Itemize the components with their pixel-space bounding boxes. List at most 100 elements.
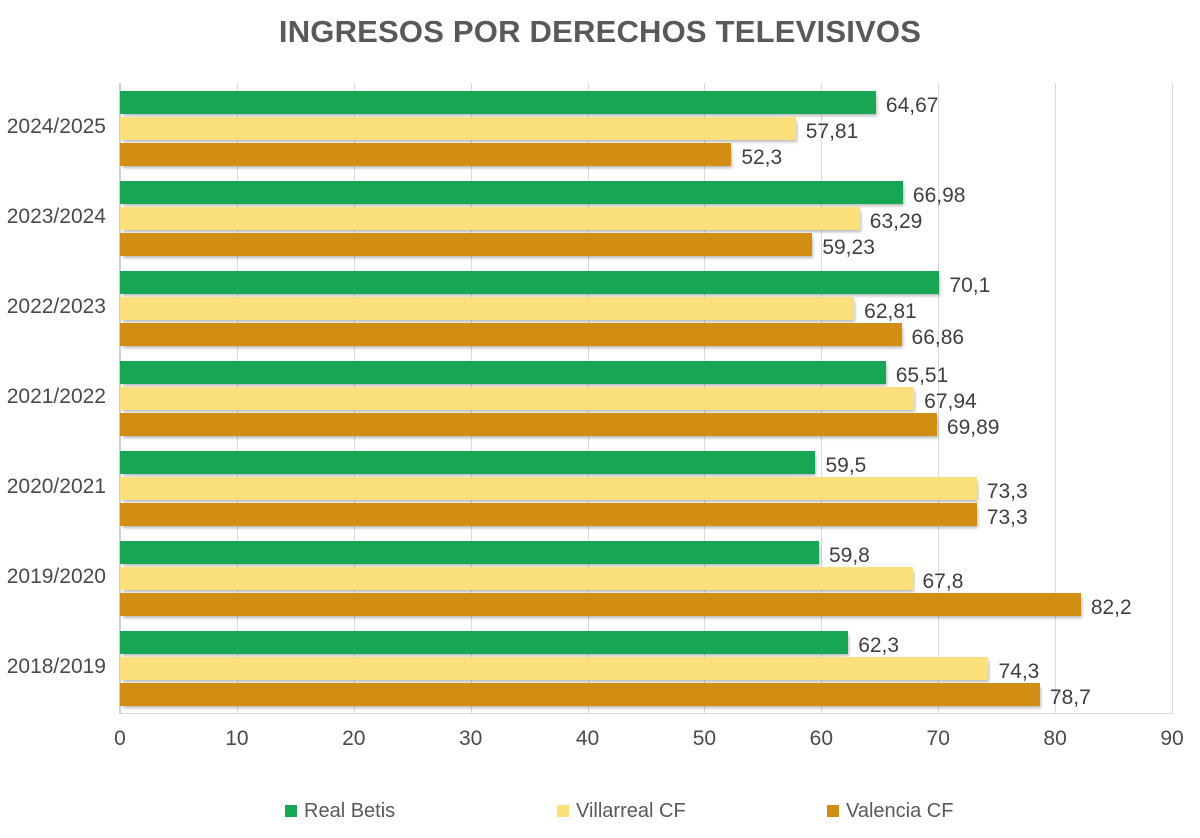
bar[interactable] <box>120 142 732 166</box>
bar-group: 70,1 62,81 66,86 <box>120 263 1172 353</box>
x-axis-line <box>120 713 1173 714</box>
legend-swatch-icon <box>285 805 297 817</box>
bar[interactable] <box>120 270 940 294</box>
bar-value-label: 52,3 <box>741 145 783 169</box>
bar-value-label: 62,81 <box>864 299 917 323</box>
gridline <box>1172 83 1173 713</box>
bar-value-label: 82,2 <box>1090 595 1132 619</box>
bar[interactable] <box>120 540 819 564</box>
bar-row: 57,81 <box>120 116 1172 143</box>
bar-value-label: 67,94 <box>924 389 977 413</box>
bar-row: 67,94 <box>120 386 1172 413</box>
x-tick-label: 50 <box>692 727 717 750</box>
bar-value-label: 73,3 <box>986 479 1028 503</box>
bar-value-label: 74,3 <box>998 659 1040 683</box>
bar-group: 59,5 73,3 73,3 <box>120 443 1172 533</box>
legend-label: Villarreal CF <box>576 799 686 822</box>
bar-row: 59,23 <box>120 232 1172 259</box>
bar-group: 65,51 67,94 69,89 <box>120 353 1172 443</box>
bar-group: 66,98 63,29 59,23 <box>120 173 1172 263</box>
bar[interactable] <box>120 322 902 346</box>
bar[interactable] <box>120 90 876 114</box>
bar-row: 74,3 <box>120 656 1172 683</box>
bar-row: 62,3 <box>120 630 1172 656</box>
bar[interactable] <box>120 296 855 320</box>
x-tick-label: 40 <box>575 727 600 750</box>
bar[interactable] <box>120 566 913 590</box>
bar-row: 65,51 <box>120 360 1172 387</box>
bar[interactable] <box>120 206 860 230</box>
bar-row: 73,3 <box>120 502 1172 529</box>
bar[interactable] <box>120 476 977 500</box>
legend-label: Valencia CF <box>846 799 954 822</box>
bar-row: 66,86 <box>120 322 1172 349</box>
bar-row: 63,29 <box>120 206 1172 233</box>
bar-row: 82,2 <box>120 592 1172 619</box>
bar-row: 70,1 <box>120 270 1172 297</box>
bar-value-label: 69,89 <box>946 415 1000 439</box>
x-tick-label: 70 <box>926 727 950 750</box>
bar-value-label: 59,5 <box>825 453 867 477</box>
bar-value-label: 65,51 <box>895 363 949 387</box>
bar[interactable] <box>120 386 915 410</box>
bar-row: 67,8 <box>120 566 1172 593</box>
chart-legend: Real Betis Villarreal CF Valencia CF <box>0 798 1200 828</box>
bar[interactable] <box>120 682 1040 706</box>
bar-row: 52,3 <box>120 142 1172 169</box>
x-tick-label: 10 <box>225 727 249 750</box>
bar-row: 64,67 <box>120 90 1172 116</box>
gridline <box>938 83 939 713</box>
x-tick-label: 80 <box>1043 727 1067 750</box>
bar-value-label: 66,86 <box>911 325 965 349</box>
bar-value-label: 70,1 <box>949 273 991 297</box>
bar[interactable] <box>120 450 816 474</box>
chart-title: INGRESOS POR DERECHOS TELEVISIVOS <box>278 14 922 49</box>
bar-row: 59,5 <box>120 450 1172 477</box>
bar-row: 66,98 <box>120 180 1172 207</box>
legend-item[interactable]: Villarreal CF <box>557 798 686 824</box>
legend-item[interactable]: Valencia CF <box>827 798 953 824</box>
bar-group: 62,3 74,3 78,7 <box>120 623 1172 713</box>
x-tick-label: 60 <box>809 727 833 750</box>
category-label: 2022/2023 <box>6 295 106 318</box>
category-label: 2020/2021 <box>6 475 106 498</box>
bar[interactable] <box>120 656 989 680</box>
bar-value-label: 59,23 <box>822 235 875 259</box>
x-tick-label: 90 <box>1160 727 1184 750</box>
bar-value-label: 67,8 <box>922 569 964 593</box>
bar-group: 64,67 57,81 52,3 <box>120 83 1172 173</box>
category-label: 2019/2020 <box>6 565 106 588</box>
gridline <box>1055 83 1056 713</box>
bar-group: 59,8 67,8 82,2 <box>120 533 1172 623</box>
bar-row: 59,8 <box>120 540 1172 567</box>
x-tick-label: 20 <box>342 727 366 750</box>
bar[interactable] <box>120 360 886 384</box>
x-tick-label: 0 <box>114 727 126 750</box>
bar-row: 73,3 <box>120 476 1172 503</box>
legend-swatch-icon <box>827 805 839 817</box>
bar[interactable] <box>120 232 813 256</box>
bar-value-label: 78,7 <box>1049 685 1091 709</box>
legend-label: Real Betis <box>304 799 396 822</box>
bar-value-label: 57,81 <box>805 119 859 143</box>
bar-row: 69,89 <box>120 412 1172 439</box>
bar[interactable] <box>120 502 977 526</box>
plot-area: 64,67 57,81 52,3 66,98 63,29 59,23 70,1 62,81 66… <box>120 83 1173 713</box>
bar-value-label: 66,98 <box>912 183 966 207</box>
bar[interactable] <box>120 180 903 204</box>
bar[interactable] <box>120 116 796 140</box>
bar-row: 62,81 <box>120 296 1172 323</box>
bar[interactable] <box>120 412 937 436</box>
bar[interactable] <box>120 630 849 654</box>
category-label: 2023/2024 <box>6 205 106 228</box>
bar-value-label: 63,29 <box>869 209 923 233</box>
category-label: 2024/2025 <box>6 115 106 138</box>
bar-value-label: 73,3 <box>986 505 1028 529</box>
legend-item[interactable]: Real Betis <box>285 798 395 824</box>
bar-row: 78,7 <box>120 682 1172 709</box>
x-tick-label: 30 <box>458 727 483 750</box>
bar-value-label: 59,8 <box>828 543 870 567</box>
bar[interactable] <box>120 592 1081 616</box>
category-label: 2021/2022 <box>6 385 106 408</box>
